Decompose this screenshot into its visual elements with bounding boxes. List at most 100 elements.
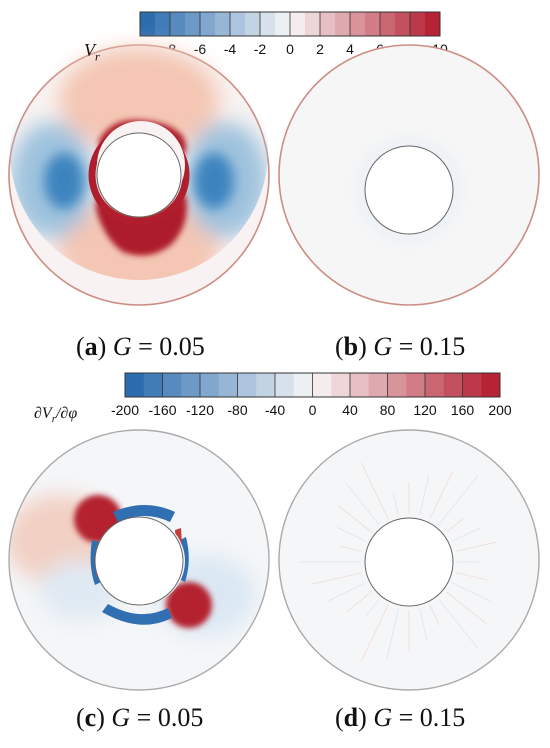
panel-d-streak: [455, 572, 488, 581]
colorbar-vr-label: Vr: [84, 40, 100, 64]
colorbar-vr-swatch: [170, 12, 186, 36]
colorbar-vr: -10-8-6-4-20246810: [130, 11, 448, 57]
panel-c-bottom-right-blob: [166, 582, 212, 628]
panel-d-streak: [452, 582, 491, 602]
colorbar-dvr-swatch: [293, 373, 313, 397]
panel-a-inner-hole: [96, 132, 182, 218]
panel-c-top-arc: [113, 505, 175, 522]
panel-d-plot: [278, 429, 540, 691]
panel-c-plot: [8, 429, 270, 691]
caption-a: (a) G = 0.05: [76, 332, 205, 361]
colorbar-vr-swatch: [200, 12, 216, 36]
colorbar-dvr-swatch: [181, 373, 201, 397]
panel-d-streak: [346, 483, 380, 525]
colorbar-dvr-swatch: [162, 373, 182, 397]
colorbar-dvr-swatch: [350, 373, 370, 397]
colorbar-dvr-swatch: [481, 373, 501, 397]
colorbar-dvr-swatch: [462, 373, 482, 397]
panel-d-streak: [386, 608, 399, 660]
panel-d-streak: [364, 599, 380, 618]
colorbar-dvr-swatch: [443, 373, 463, 397]
panel-d-streak: [419, 474, 430, 516]
panel-a-top-glow: [59, 48, 219, 152]
panel-a-right-core: [194, 153, 234, 209]
colorbar-dvr-swatch: [387, 373, 407, 397]
panel-d-streak: [419, 608, 428, 641]
colorbar-vr-swatch: [215, 12, 231, 36]
panel-d-streak: [438, 599, 478, 649]
colorbar-dvr-swatch: [406, 373, 426, 397]
colorbar-vr-swatch: [410, 12, 426, 36]
panel-d-streak: [360, 462, 389, 519]
panel-d-streak: [452, 526, 482, 542]
colorbar-vr-swatch: [140, 12, 156, 36]
panel-a-left-core: [44, 153, 84, 209]
caption-c: (c) G = 0.05: [76, 703, 204, 732]
colorbar-dvr-tick-label: 160: [451, 402, 475, 418]
panel-d-streak: [346, 591, 372, 613]
colorbar-dvr-tick-label: -80: [227, 402, 247, 418]
colorbar-vr-swatch: [185, 12, 201, 36]
panel-d-streak: [392, 493, 399, 516]
colorbar-vr-swatch: [155, 12, 171, 36]
colorbar-dvr-tick-label: 120: [413, 402, 437, 418]
colorbar-dvr-swatch: [125, 373, 145, 397]
colorbar-dvr-tick-label: -40: [265, 402, 285, 418]
panel-d-inner-hole: [364, 517, 454, 607]
colorbar-dvr-tick-label: -160: [148, 402, 176, 418]
panel-d-streak: [455, 541, 497, 552]
colorbar-vr-swatch: [260, 12, 276, 36]
colorbar-vr-swatch: [365, 12, 381, 36]
colorbar-dvr-tick-label: -120: [186, 402, 214, 418]
panel-d-streak: [327, 582, 366, 602]
panel-d-streak: [360, 605, 389, 662]
colorbar-dvr-swatch: [256, 373, 276, 397]
panel-d-streak: [311, 572, 363, 585]
colorbar-dvr-swatch: [368, 373, 388, 397]
colorbar-dvr-tick-label: 80: [380, 402, 396, 418]
panel-b-plot: [278, 44, 540, 306]
colorbar-vr-tick-label: -6: [194, 41, 207, 57]
colorbar-vr-swatch: [320, 12, 336, 36]
colorbar-vr-tick-label: 2: [316, 41, 324, 57]
caption-d: (d) G = 0.15: [335, 703, 466, 732]
colorbar-vr-swatch: [230, 12, 246, 36]
colorbar-dvr-swatches: [125, 373, 501, 397]
colorbar-vr-swatch: [290, 12, 306, 36]
panel-b-inner-hole: [364, 145, 454, 235]
colorbar-dvr-swatch: [275, 373, 295, 397]
colorbar-vr-swatch: [425, 12, 441, 36]
colorbar-vr-tick-label: -4: [224, 41, 237, 57]
colorbar-dvr-tick-label: 40: [342, 402, 358, 418]
colorbar-vr-swatch: [245, 12, 261, 36]
colorbar-vr-swatch: [395, 12, 411, 36]
panel-d-streak: [446, 591, 488, 625]
colorbar-dvr: -200 -160 -120 -80 -40 0 40 80 120 160 200: [111, 372, 512, 418]
panel-d-faint-streaks: [299, 462, 497, 662]
colorbar-dvr-swatch: [312, 373, 332, 397]
colorbar-dvr-swatch: [331, 373, 351, 397]
panel-d-streak: [446, 517, 465, 533]
colorbar-dvr-swatch: [200, 373, 220, 397]
colorbar-dvr-swatch: [218, 373, 238, 397]
colorbar-dvr-ticks: -200 -160 -120 -80 -40 0 40 80 120 160 200: [111, 373, 512, 418]
colorbar-dvr-tick-label: 0: [309, 402, 317, 418]
panel-a-plot: [8, 44, 270, 306]
colorbar-vr-swatch: [275, 12, 291, 36]
colorbar-vr-tick-label: 0: [286, 41, 294, 57]
colorbar-dvr-swatch: [237, 373, 257, 397]
colorbar-vr-swatch: [305, 12, 321, 36]
colorbar-dvr-swatch: [425, 373, 445, 397]
colorbar-dvr-tick-label: -200: [111, 402, 139, 418]
panel-d-streak: [438, 475, 478, 525]
panel-d-streak: [429, 605, 440, 626]
colorbar-vr-swatch: [350, 12, 366, 36]
panel-c-bottom-arc: [102, 604, 172, 625]
colorbar-dvr-swatch: [143, 373, 163, 397]
panel-d-streak: [338, 505, 372, 533]
panel-d-streak: [336, 526, 366, 542]
colorbar-vr-tick-label: -2: [254, 41, 267, 57]
panel-c-inner-hole: [94, 516, 184, 606]
panel-d-streak: [429, 471, 453, 519]
